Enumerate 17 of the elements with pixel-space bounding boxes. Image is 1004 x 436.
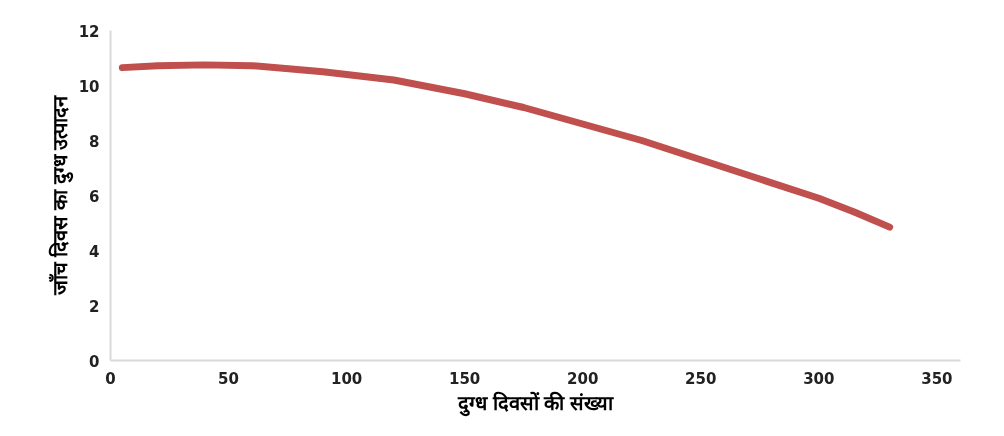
y-axis-title: जाँच दिवस का दुग्ध उत्पादन: [47, 94, 74, 297]
y-tick-label: 12: [78, 22, 100, 41]
x-tick-label: 50: [218, 369, 239, 388]
y-tick-label: 2: [89, 297, 100, 316]
x-tick-label: 350: [921, 369, 953, 388]
y-tick-label: 8: [89, 132, 100, 151]
x-axis-title: दुग्ध दिवसों की संख्या: [457, 390, 614, 417]
x-tick-label: 150: [449, 369, 481, 388]
x-tick-label: 200: [567, 369, 599, 388]
y-tick-label: 4: [89, 242, 100, 261]
x-tick-label: 100: [330, 369, 363, 388]
x-tick-label: 0: [105, 369, 116, 388]
y-tick-label: 6: [89, 187, 100, 206]
x-tick-label: 250: [685, 369, 717, 388]
x-tick-label: 300: [803, 369, 835, 388]
y-tick-label: 0: [89, 352, 100, 371]
y-tick-label: 10: [78, 77, 100, 96]
